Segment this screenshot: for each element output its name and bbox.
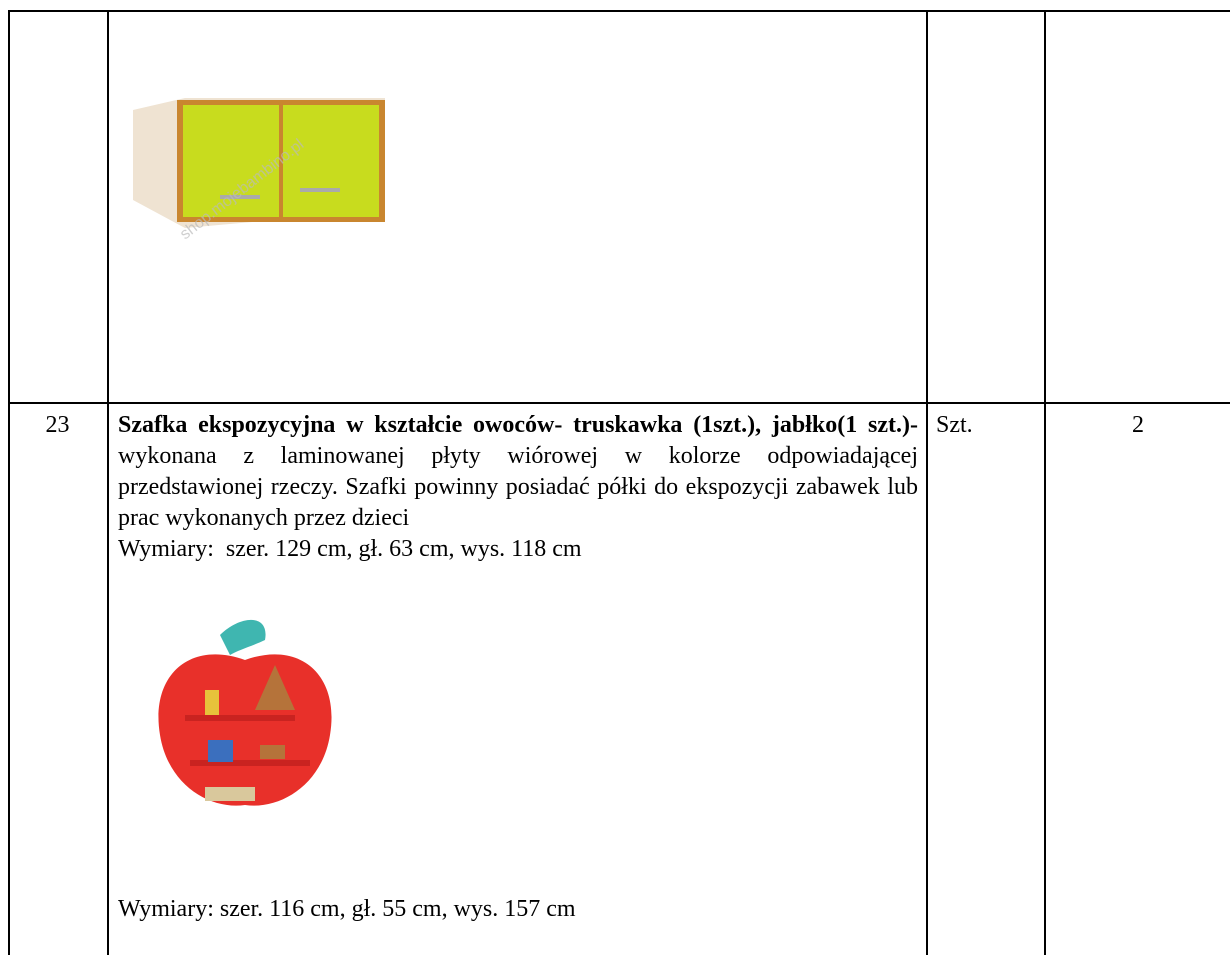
dimensions: Wymiary: szer. 129 cm, gł. 63 cm, wys. 1… xyxy=(118,536,582,562)
border xyxy=(926,10,928,955)
dimensions: Wymiary: szer. 116 cm, gł. 55 cm, wys. 1… xyxy=(118,896,576,922)
row-number: 23 xyxy=(45,412,70,438)
quantity: 2 xyxy=(1132,412,1144,438)
apple-image xyxy=(158,619,332,806)
border xyxy=(107,10,109,955)
unit: Szt. xyxy=(936,412,973,438)
border xyxy=(1044,10,1046,955)
item-title: Szafka ekspozycyjna w kształcie owoców- … xyxy=(118,412,918,438)
item-description: wykonana z laminowanej płyty wiórowej w … xyxy=(118,443,924,531)
cabinet-image: shop.mojebambino.pl xyxy=(133,98,385,243)
description: Szafka ekspozycyjna w kształcie owoców- … xyxy=(118,410,918,565)
border xyxy=(8,402,1230,404)
border xyxy=(8,10,1230,12)
border xyxy=(8,10,10,955)
